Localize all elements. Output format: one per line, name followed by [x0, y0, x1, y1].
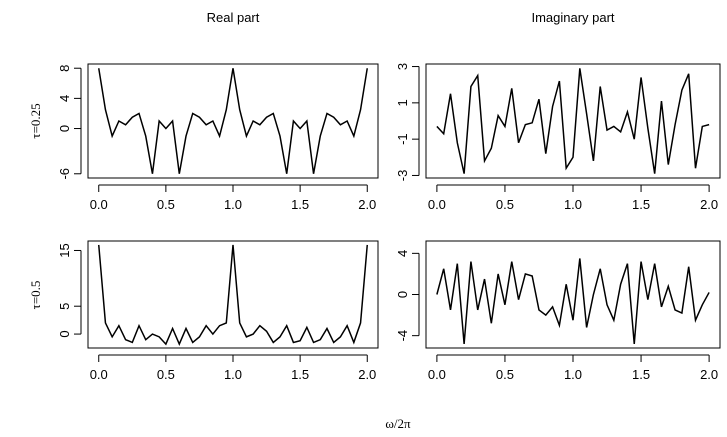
- x-tick-label: 0.5: [496, 367, 514, 382]
- data-line: [97, 244, 369, 346]
- y-tick-label: 0: [57, 125, 72, 132]
- y-tick-label: -3: [395, 170, 410, 182]
- x-tick-label: 0.0: [428, 197, 446, 212]
- y-tick-label: -1: [395, 133, 410, 145]
- plot-frame: [425, 63, 721, 179]
- plot-frame: [87, 63, 379, 179]
- column-title: Imaginary part: [531, 10, 614, 25]
- row-label: τ=0.5: [28, 281, 43, 310]
- x-axis-label: ω/2π: [385, 416, 411, 431]
- x-tick-label: 0.0: [90, 367, 108, 382]
- y-tick-label: 1: [395, 99, 410, 106]
- x-tick-label: 1.0: [224, 367, 242, 382]
- y-tick-label: 5: [57, 303, 72, 310]
- column-title: Real part: [207, 10, 260, 25]
- plot-frame: [425, 240, 721, 349]
- x-tick-label: 1.0: [224, 197, 242, 212]
- x-tick-label: 1.0: [564, 197, 582, 212]
- x-tick-label: 2.0: [358, 197, 376, 212]
- x-tick-label: 1.0: [564, 367, 582, 382]
- y-tick-label: 4: [395, 250, 410, 257]
- y-tick-label: -6: [57, 168, 72, 180]
- x-tick-label: 0.5: [157, 367, 175, 382]
- x-tick-label: 0.0: [428, 367, 446, 382]
- x-tick-label: 0.0: [90, 197, 108, 212]
- data-line: [97, 68, 369, 174]
- x-tick-label: 0.5: [157, 197, 175, 212]
- x-tick-label: 1.5: [291, 197, 309, 212]
- y-tick-label: 0: [395, 291, 410, 298]
- y-tick-label: 3: [395, 63, 410, 70]
- y-tick-label: -4: [395, 330, 410, 342]
- data-line: [436, 258, 710, 344]
- x-tick-label: 0.5: [496, 197, 514, 212]
- x-tick-label: 2.0: [700, 367, 718, 382]
- row-label: τ=0.25: [28, 103, 43, 138]
- x-tick-label: 2.0: [700, 197, 718, 212]
- x-tick-label: 1.5: [291, 367, 309, 382]
- x-tick-label: 2.0: [358, 367, 376, 382]
- data-line: [436, 68, 710, 174]
- y-tick-label: 0: [57, 330, 72, 337]
- y-tick-label: 15: [57, 243, 72, 257]
- plot-frame: [87, 240, 379, 349]
- y-tick-label: 8: [57, 65, 72, 72]
- x-tick-label: 1.5: [632, 367, 650, 382]
- x-tick-label: 1.5: [632, 197, 650, 212]
- y-tick-label: 4: [57, 95, 72, 102]
